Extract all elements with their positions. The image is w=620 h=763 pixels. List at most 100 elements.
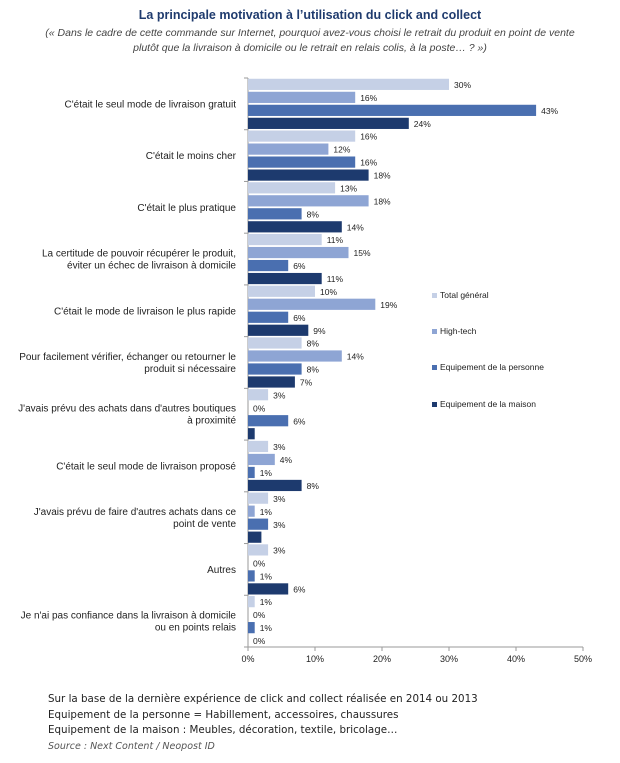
x-tick-label: 10% (306, 654, 324, 664)
bar (248, 311, 289, 323)
category-label: produit si nécessaire (144, 364, 236, 375)
category-label: J'avais prévu de faire d'autres achats d… (34, 507, 237, 518)
legend-swatch (432, 365, 437, 370)
bar (248, 466, 255, 479)
data-label: 16% (360, 93, 377, 103)
data-label: 4% (280, 455, 293, 465)
subtitle-line-2: plutôt que la livraison à domicile ou le… (133, 42, 487, 54)
bar (248, 246, 349, 259)
bar (248, 91, 356, 103)
category-label: ou en points relais (155, 623, 236, 634)
data-label: 6% (293, 585, 306, 595)
data-label: 1% (260, 507, 273, 517)
data-label: 3% (273, 494, 286, 504)
legend-label: Equipement de la maison (440, 399, 536, 409)
legend-swatch (432, 402, 437, 407)
bar (248, 324, 309, 336)
data-label: 11% (327, 274, 344, 284)
data-label: 0% (253, 559, 266, 569)
data-label: 13% (340, 183, 357, 193)
bar (248, 298, 376, 310)
chart-subtitle: (« Dans le cadre de cette commande sur I… (10, 26, 610, 56)
x-tick-label: 0% (241, 654, 254, 664)
bar (248, 453, 275, 466)
bar (248, 570, 255, 582)
bar (248, 130, 356, 142)
data-label: 18% (374, 196, 391, 206)
data-label: 6% (293, 313, 306, 323)
footnote-basis: Sur la base de la dernière expérience de… (48, 693, 478, 705)
bar (248, 259, 289, 272)
data-label: 1% (260, 572, 273, 582)
data-label: 8% (307, 209, 320, 219)
bar-chart: 0% 10% 20% 30% 40% 50% C'était le seul mode de… (18, 77, 592, 664)
legend-swatch (432, 329, 437, 334)
source-note: Source : Next Content / Neopost ID (48, 740, 215, 752)
data-label: 3% (273, 520, 286, 530)
data-label: 10% (320, 287, 337, 297)
bar (248, 492, 269, 504)
data-label: 12% (333, 145, 350, 155)
bar (248, 415, 289, 427)
data-label: 8% (307, 339, 320, 349)
category-label: J'avais prévu des achats dans d'autres b… (18, 404, 236, 415)
bar (248, 363, 302, 375)
bar (248, 272, 322, 285)
bar (248, 337, 302, 349)
legend-swatch (432, 293, 437, 298)
data-label: 16% (360, 132, 377, 142)
bar (248, 440, 269, 453)
data-label: 16% (360, 158, 377, 168)
data-label: 0% (253, 636, 266, 646)
data-label: 43% (541, 106, 558, 116)
data-label: 6% (293, 261, 306, 271)
data-label: 1% (260, 623, 273, 633)
data-label: 14% (347, 222, 364, 232)
bar (248, 544, 269, 556)
bar (248, 428, 255, 440)
bar (248, 622, 255, 634)
bar (248, 531, 262, 543)
data-label: 8% (307, 481, 320, 491)
bar (248, 182, 336, 194)
data-label: 3% (273, 442, 286, 452)
category-label: C'était le seul mode de livraison gratui… (65, 99, 237, 110)
category-label: à proximité (187, 416, 236, 427)
bar (248, 156, 356, 168)
bar (248, 195, 369, 207)
legend-label: Equipement de la personne (440, 362, 544, 372)
bar (248, 350, 342, 362)
data-label: 6% (293, 416, 306, 426)
data-label: 15% (354, 248, 371, 258)
bar (248, 221, 342, 233)
bar (248, 117, 409, 129)
data-label: 0% (253, 610, 266, 620)
legend-label: High-tech (440, 326, 477, 336)
bar (248, 169, 369, 181)
data-label: 9% (313, 326, 326, 336)
data-label: 7% (300, 378, 313, 388)
x-tick-label: 50% (574, 654, 592, 664)
data-label: 3% (273, 546, 286, 556)
bar (248, 583, 289, 595)
data-label: 3% (273, 390, 286, 400)
data-label: 24% (414, 119, 431, 129)
bar (248, 233, 322, 246)
bar (248, 104, 537, 116)
bar (248, 376, 295, 388)
category-label: Je n'ai pas confiance dans la livraison … (21, 611, 237, 622)
footnotes: Sur la base de la dernière expérience de… (48, 692, 478, 754)
data-label: 1% (260, 468, 273, 478)
chart-title: La principale motivation à l’utilisation… (138, 8, 482, 22)
bar (248, 285, 315, 297)
x-tick-label: 20% (373, 654, 391, 664)
category-label: C'était le mode de livraison le plus rap… (54, 306, 236, 317)
bar (248, 596, 255, 608)
category-label: C'était le plus pratique (137, 203, 236, 214)
data-label: 18% (374, 171, 391, 181)
bar (248, 505, 255, 517)
category-label: C'était le seul mode de livraison propos… (56, 461, 236, 472)
category-label: C'était le moins cher (146, 151, 237, 162)
footnote-personne: Equipement de la personne = Habillement,… (48, 708, 399, 721)
data-label: 8% (307, 365, 320, 375)
